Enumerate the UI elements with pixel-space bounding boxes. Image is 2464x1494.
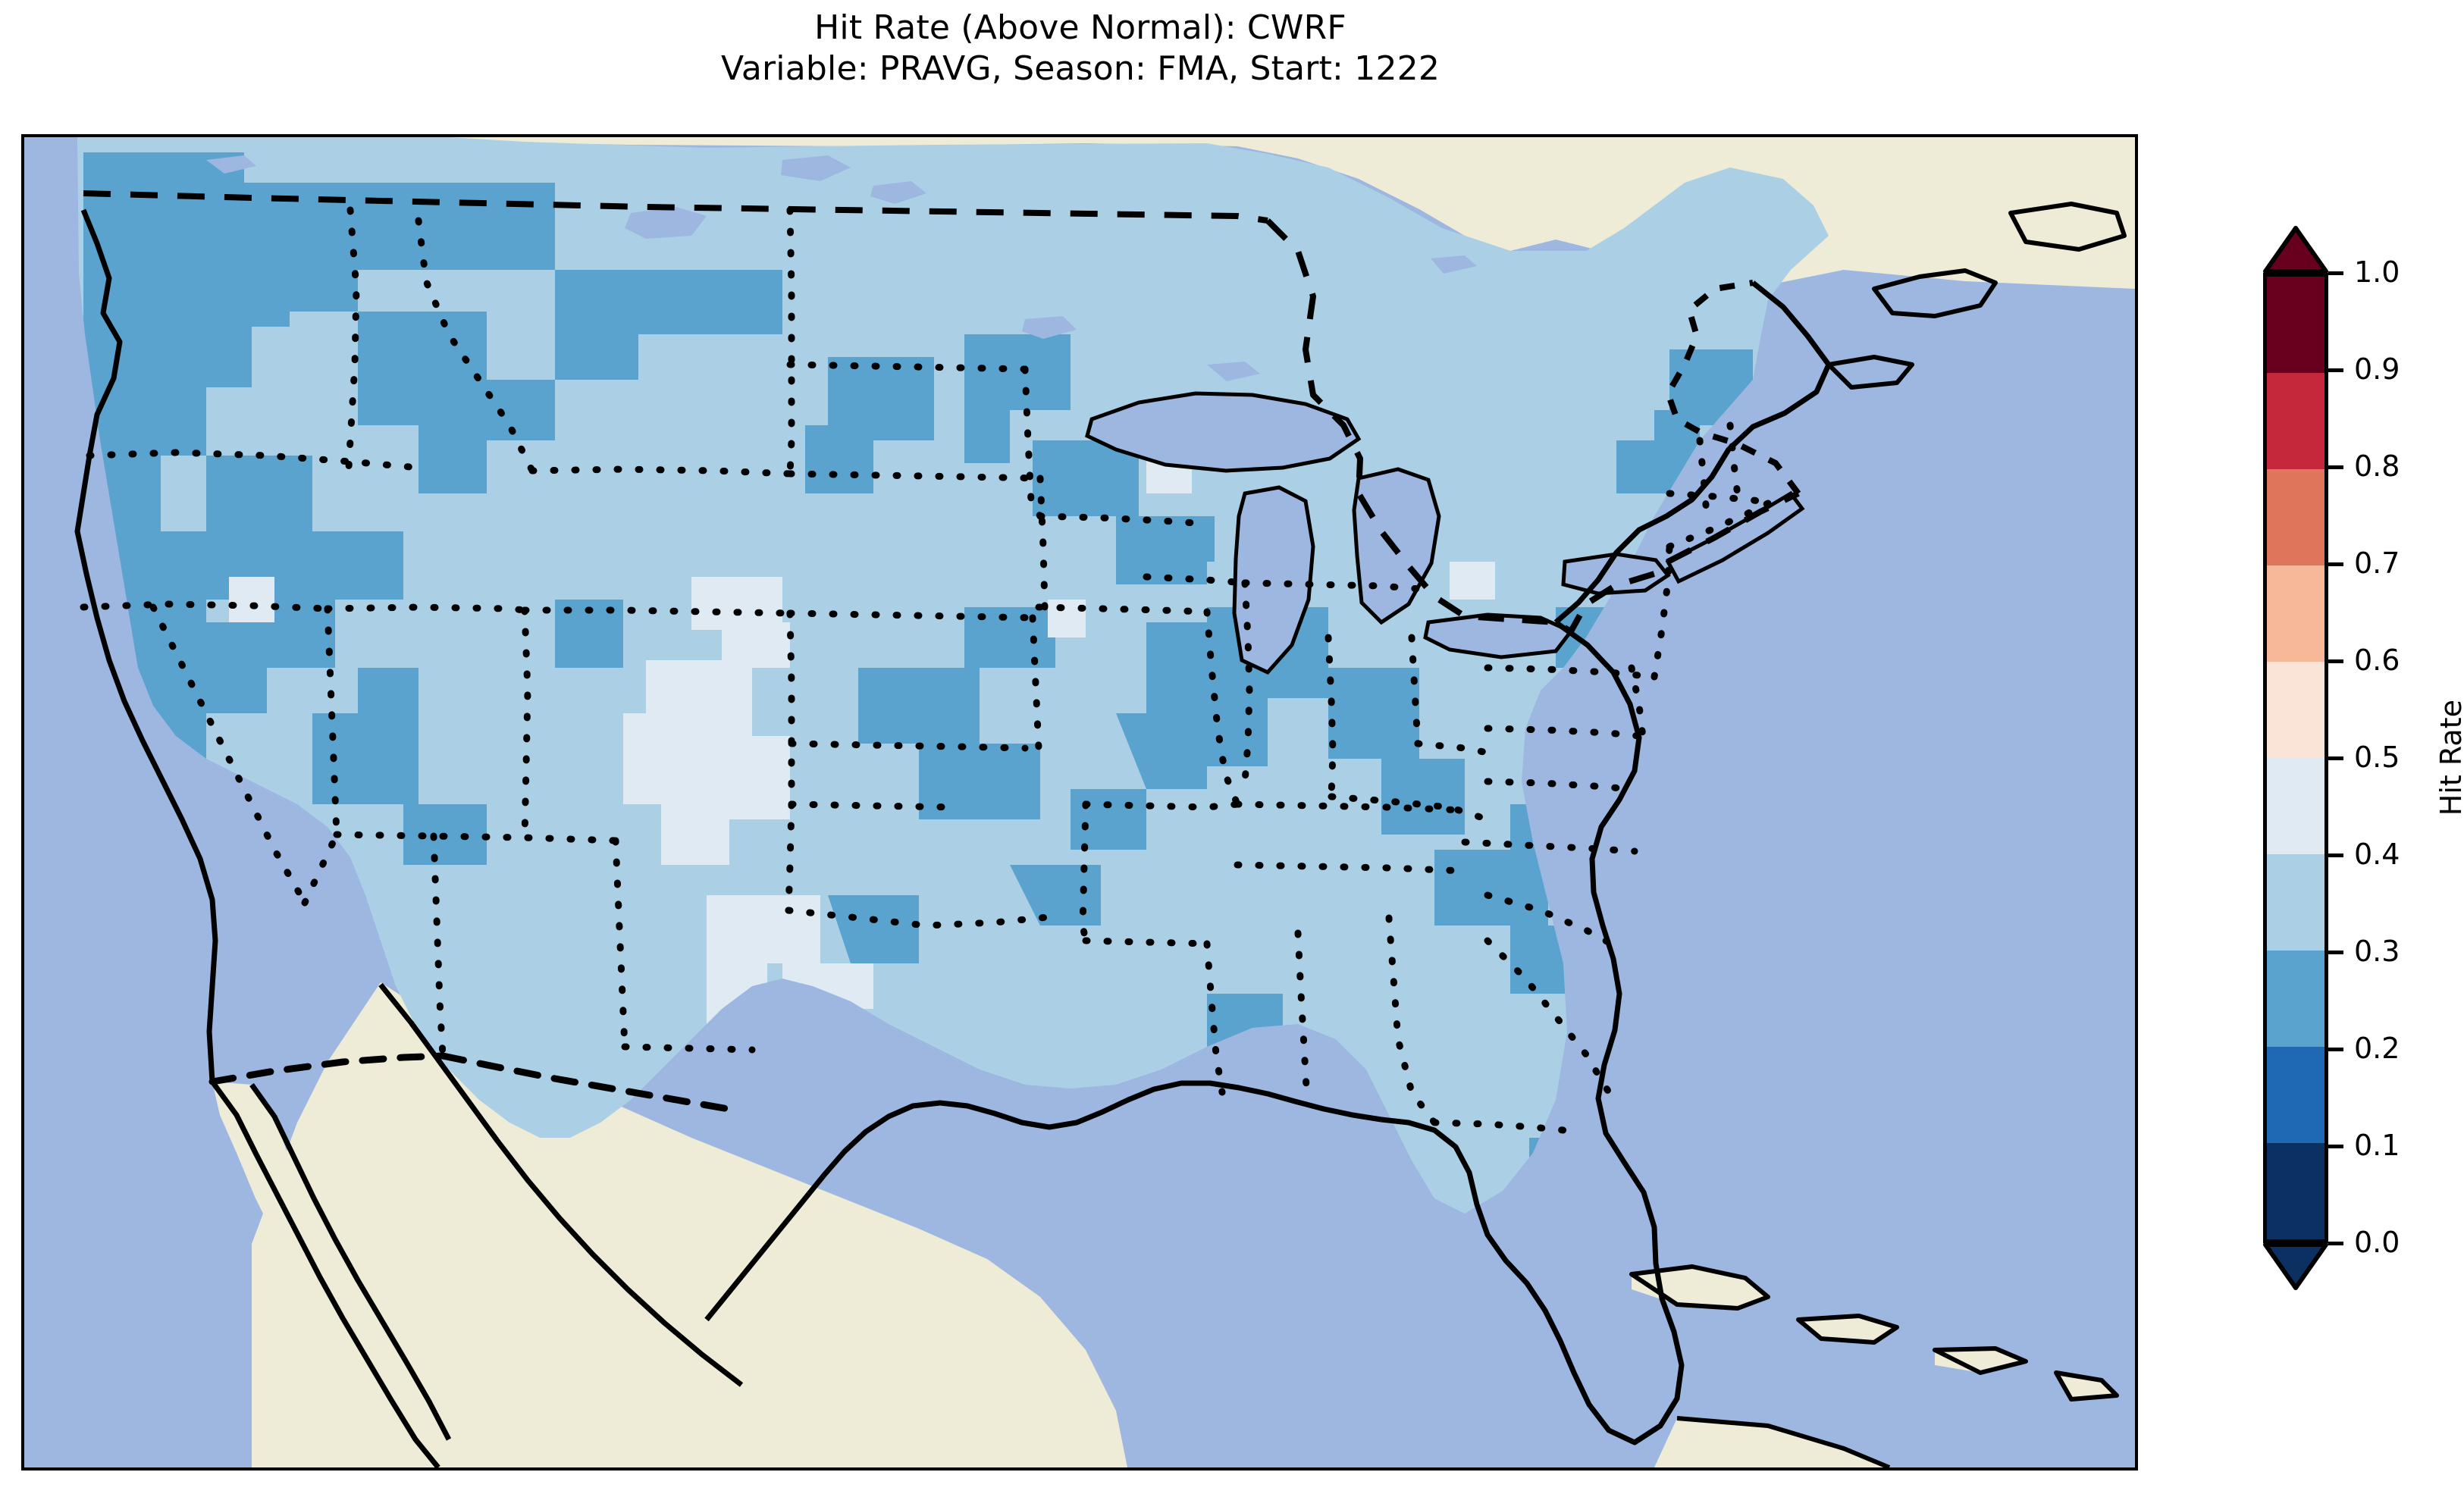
figure-title-block: Hit Rate (Above Normal): CWRF Variable: … xyxy=(0,0,2161,89)
tick-label: 0.1 xyxy=(2354,1129,2400,1162)
colorbar-band-7 xyxy=(2267,469,2324,565)
tick-label: 0.2 xyxy=(2354,1032,2400,1065)
tick-mark xyxy=(2328,1047,2343,1051)
tick-label: 0.9 xyxy=(2354,352,2400,386)
tick-label: 0.6 xyxy=(2354,644,2400,677)
tick-label: 0.0 xyxy=(2354,1226,2400,1259)
colorbar-band-1 xyxy=(2267,1047,2324,1143)
tick-mark xyxy=(2328,853,2343,857)
colorbar-axis-label: Hit Rate xyxy=(2434,273,2464,1243)
tick-mark xyxy=(2328,1144,2343,1148)
map-frame xyxy=(21,134,2138,1471)
tick-label: 0.5 xyxy=(2354,741,2400,774)
colorbar-axis-label-text: Hit Rate xyxy=(2434,700,2464,816)
tick-label: 1.0 xyxy=(2354,255,2400,289)
colorbar-under-arrow xyxy=(2263,1243,2328,1290)
colorbar-band-3 xyxy=(2267,854,2324,951)
tick-mark xyxy=(2328,465,2343,469)
canada-lakes xyxy=(206,155,1477,381)
tick-label: 0.4 xyxy=(2354,838,2400,871)
tick-mark xyxy=(2328,271,2343,275)
colorbar-band-0 xyxy=(2267,1143,2324,1239)
colorbar-gradient xyxy=(2263,273,2328,1243)
tick-label: 0.8 xyxy=(2354,449,2400,483)
colorbar-band-2 xyxy=(2267,951,2324,1047)
colorbar-band-9 xyxy=(2267,277,2324,373)
colorbar-band-4 xyxy=(2267,758,2324,854)
coastlines xyxy=(74,190,2127,1467)
tick-label: 0.3 xyxy=(2354,935,2400,968)
tick-mark xyxy=(2328,562,2343,566)
tick-mark xyxy=(2328,368,2343,372)
figure-title-line-2: Variable: PRAVG, Season: FMA, Start: 122… xyxy=(720,49,1440,88)
colorbar: 0.0 0.1 0.2 0.3 0.4 0.5 0.6 0.7 0.8 0.9 1.0 Hit Ra… xyxy=(2263,226,2464,1290)
colorbar-ticks: 0.0 0.1 0.2 0.3 0.4 0.5 0.6 0.7 0.8 0.9 1.0 xyxy=(2328,255,2442,1259)
great-lakes xyxy=(1085,391,1805,675)
figure-title-line-1: Hit Rate (Above Normal): CWRF xyxy=(814,8,1346,47)
map-canvas xyxy=(24,137,2135,1467)
tick-label: 0.7 xyxy=(2354,547,2400,580)
tick-mark xyxy=(2328,1241,2343,1245)
tick-mark xyxy=(2328,950,2343,954)
colorbar-band-8 xyxy=(2267,373,2324,469)
state-borders xyxy=(80,206,1779,1134)
colorbar-band-6 xyxy=(2267,565,2324,662)
colorbar-over-arrow xyxy=(2263,226,2328,273)
tick-mark xyxy=(2328,659,2343,663)
tick-mark xyxy=(2328,756,2343,760)
colorbar-band-5 xyxy=(2267,662,2324,758)
